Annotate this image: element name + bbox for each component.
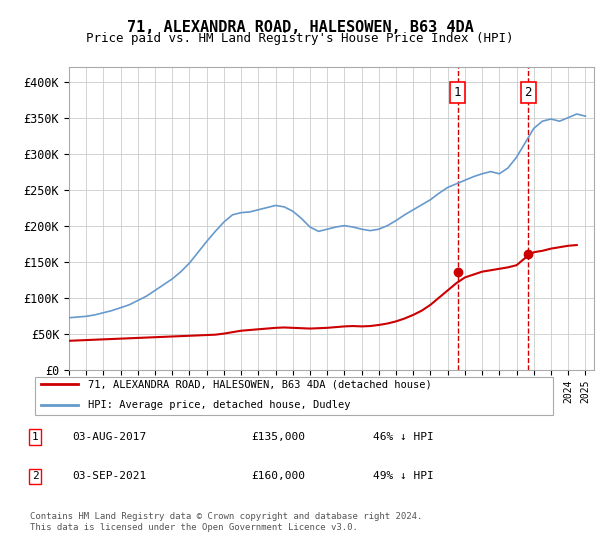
Text: £160,000: £160,000	[252, 472, 306, 482]
Text: HPI: Average price, detached house, Dudley: HPI: Average price, detached house, Dudl…	[88, 400, 350, 410]
Text: Price paid vs. HM Land Registry's House Price Index (HPI): Price paid vs. HM Land Registry's House …	[86, 32, 514, 45]
Text: 2: 2	[524, 86, 532, 99]
Text: 46% ↓ HPI: 46% ↓ HPI	[373, 432, 434, 442]
Text: 49% ↓ HPI: 49% ↓ HPI	[373, 472, 434, 482]
Text: 71, ALEXANDRA ROAD, HALESOWEN, B63 4DA (detached house): 71, ALEXANDRA ROAD, HALESOWEN, B63 4DA (…	[88, 380, 432, 389]
FancyBboxPatch shape	[35, 377, 553, 415]
Text: Contains HM Land Registry data © Crown copyright and database right 2024.
This d: Contains HM Land Registry data © Crown c…	[30, 512, 422, 532]
Text: 2: 2	[32, 472, 38, 482]
Text: 1: 1	[32, 432, 38, 442]
Text: 03-SEP-2021: 03-SEP-2021	[72, 472, 146, 482]
Text: £135,000: £135,000	[252, 432, 306, 442]
Text: 03-AUG-2017: 03-AUG-2017	[72, 432, 146, 442]
Text: 1: 1	[454, 86, 461, 99]
Text: 71, ALEXANDRA ROAD, HALESOWEN, B63 4DA: 71, ALEXANDRA ROAD, HALESOWEN, B63 4DA	[127, 20, 473, 35]
